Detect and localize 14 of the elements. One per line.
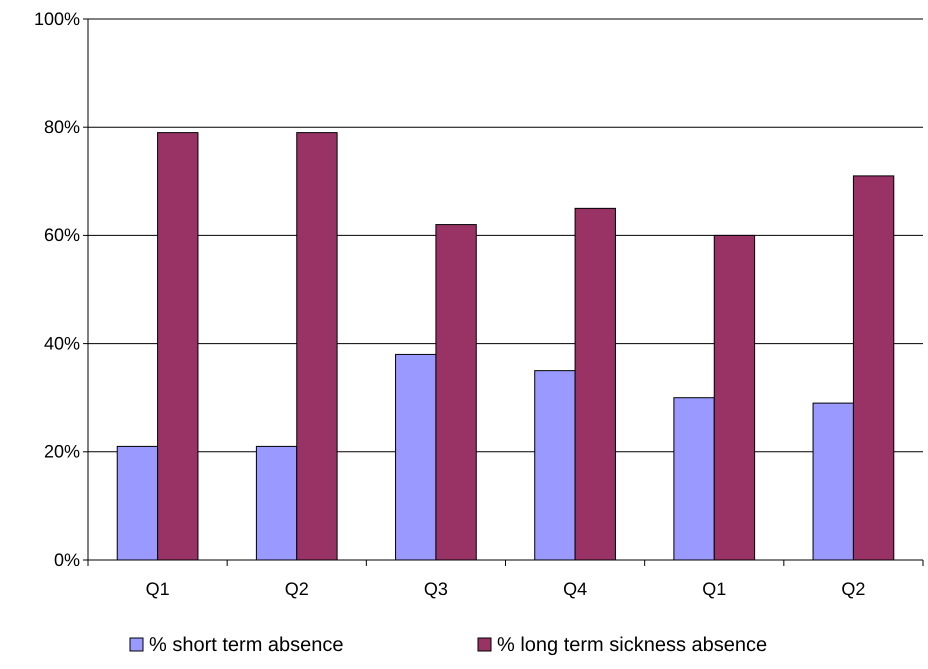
- y-tick-label: 60%: [44, 225, 80, 246]
- x-tick-label: Q3: [424, 578, 448, 599]
- y-tick-label: 80%: [44, 116, 80, 137]
- y-tick-label: 100%: [34, 8, 80, 29]
- x-tick-label: Q2: [284, 578, 309, 599]
- legend-label: % short term absence: [149, 634, 344, 656]
- x-tick-label: Q1: [146, 578, 170, 599]
- x-tick-label: Q1: [702, 578, 726, 599]
- x-tick-label: Q2: [841, 578, 866, 599]
- y-tick-label: 20%: [44, 442, 80, 462]
- x-tick-label: Q4: [563, 578, 588, 599]
- y-tick-label: 40%: [44, 333, 80, 354]
- legend-label: % long term sickness absence: [497, 634, 768, 656]
- y-tick-label: 0%: [54, 550, 80, 570]
